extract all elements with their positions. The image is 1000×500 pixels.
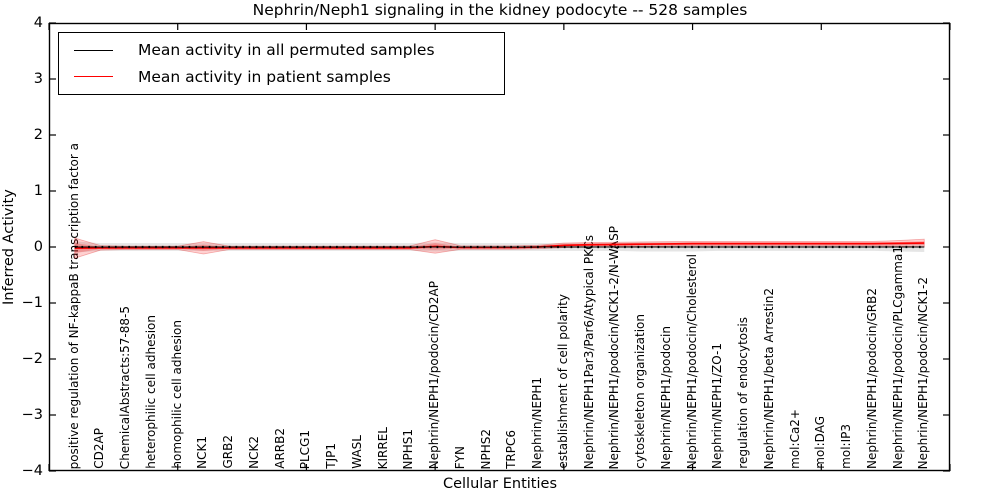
- y-tick-label: −1: [21, 295, 43, 311]
- y-tick-label: 4: [33, 15, 43, 31]
- legend-label-permuted: Mean activity in all permuted samples: [138, 41, 435, 60]
- y-tick-label: 3: [33, 71, 43, 87]
- legend-box: Mean activity in all permuted samples Me…: [58, 32, 505, 95]
- patient-line-swatch: [74, 76, 113, 78]
- y-tick-label: −2: [21, 351, 43, 367]
- y-tick-label: 1: [33, 183, 43, 199]
- y-tick-label: −4: [21, 463, 43, 479]
- chart-title: Nephrin/Neph1 signaling in the kidney po…: [252, 1, 748, 19]
- x-axis-label: Cellular Entities: [442, 476, 558, 492]
- y-tick-label: 2: [33, 127, 43, 143]
- legend-label-patient: Mean activity in patient samples: [138, 67, 391, 86]
- y-tick-label: 0: [33, 239, 43, 255]
- y-tick-label: −3: [21, 407, 43, 423]
- legend-item-patient: Mean activity in patient samples: [59, 68, 504, 86]
- permuted-line-swatch: [74, 49, 113, 51]
- legend-item-permuted: Mean activity in all permuted samples: [59, 41, 504, 59]
